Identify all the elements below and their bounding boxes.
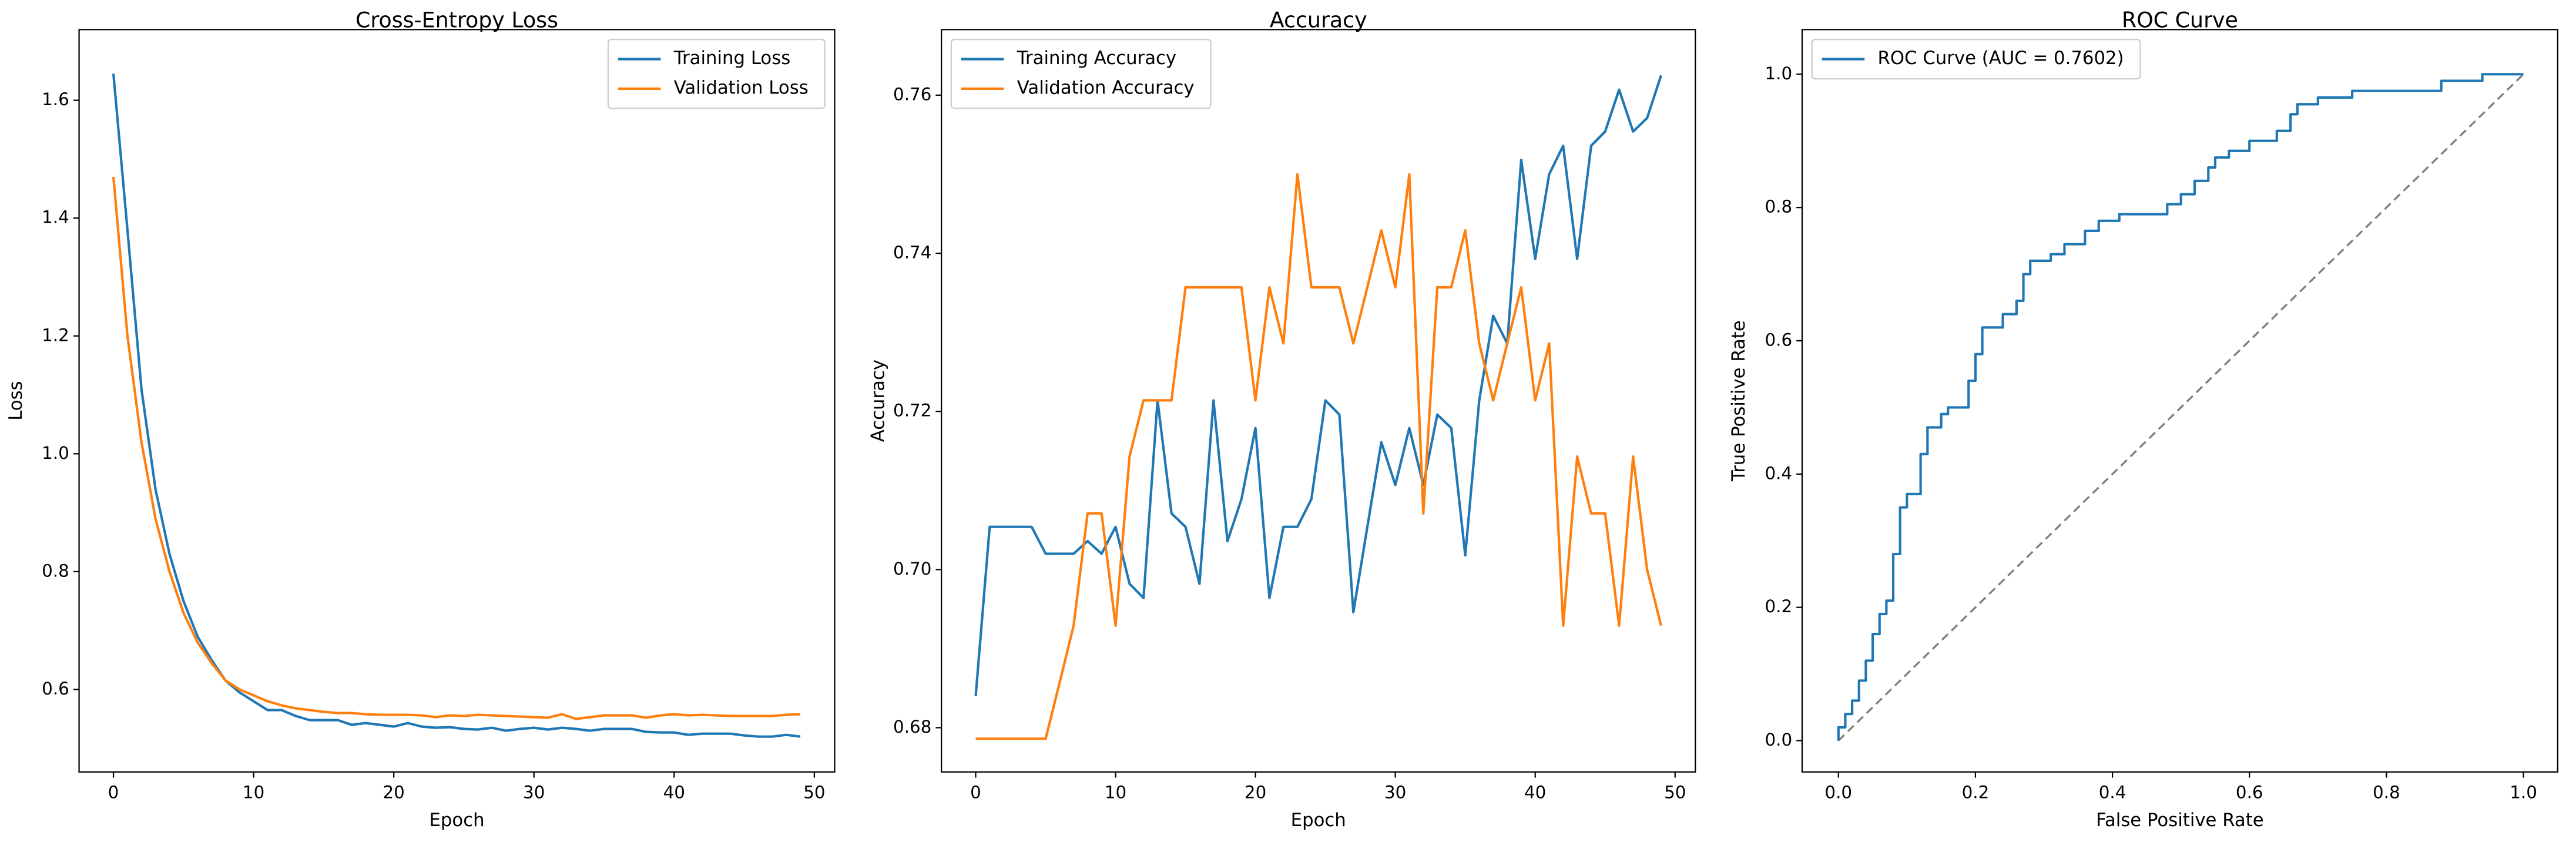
y-tick-label: 1.2 <box>42 325 69 345</box>
x-tick-label: 50 <box>803 783 825 803</box>
legend: ROC Curve (AUC = 0.7602) <box>1811 38 2141 80</box>
legend: Training Loss Validation Loss <box>607 38 826 109</box>
legend-label: Validation Loss <box>674 77 809 98</box>
y-tick-label: 0.6 <box>1765 330 1793 350</box>
x-tick-label: 0 <box>108 783 119 803</box>
axes-frame <box>1801 29 2558 773</box>
data-line <box>112 176 801 720</box>
y-tick-label: 0.68 <box>893 717 931 737</box>
x-tick-label: 20 <box>383 783 404 803</box>
chart-title: Accuracy <box>1270 7 1367 32</box>
x-tick-label: 40 <box>663 783 685 803</box>
x-tick-label: 20 <box>1245 783 1266 803</box>
legend-label: Training Loss <box>673 48 790 69</box>
data-line <box>974 75 1662 696</box>
x-axis-label: False Positive Rate <box>2096 810 2264 831</box>
data-line <box>112 73 801 738</box>
axes-frame <box>941 29 1696 773</box>
x-tick-label: 10 <box>243 783 264 803</box>
y-tick-label: 1.0 <box>1765 63 1793 83</box>
y-tick-label: 0.72 <box>893 401 931 421</box>
y-tick-label: 0.8 <box>42 561 69 581</box>
y-tick-label: 0.0 <box>1765 730 1793 750</box>
x-tick-label: 0 <box>970 783 981 803</box>
x-tick-label: 30 <box>523 783 545 803</box>
legend: Training Accuracy Validation Accuracy <box>950 38 1212 109</box>
legend-frame <box>950 38 1212 109</box>
legend-frame <box>1811 38 2141 80</box>
y-axis-label: Accuracy <box>867 360 888 442</box>
x-tick-label: 0.0 <box>1824 783 1852 803</box>
y-tick-label: 1.4 <box>42 207 69 227</box>
data-line <box>975 173 1662 740</box>
legend-label: Training Accuracy <box>1017 48 1176 69</box>
legend-label: ROC Curve (AUC = 0.7602) <box>1878 48 2124 69</box>
y-axis-label: Loss <box>5 381 26 420</box>
panel: 0.0 0.2 0.4 0.6 0.8 1.0 0.0 0.2 0.4 0.6 0.8 1.0 ROC … <box>1728 7 2558 831</box>
chart-title: ROC Curve <box>2122 7 2238 32</box>
data-line <box>1837 73 2524 741</box>
y-tick-label: 0.70 <box>893 559 931 579</box>
y-tick-label: 1.6 <box>42 89 69 109</box>
axes-frame <box>78 29 836 773</box>
y-tick-label: 0.76 <box>893 85 931 105</box>
x-tick-label: 1.0 <box>2510 783 2537 803</box>
y-tick-label: 0.8 <box>1765 197 1793 217</box>
y-tick-label: 1.0 <box>42 443 69 463</box>
reference-line <box>1837 73 2524 741</box>
y-axis-label: True Positive Rate <box>1728 320 1749 482</box>
x-tick-label: 50 <box>1664 783 1686 803</box>
chart-title: Cross-Entropy Loss <box>355 7 558 32</box>
legend-label: Validation Accuracy <box>1017 77 1195 98</box>
x-tick-label: 0.4 <box>2099 783 2126 803</box>
x-tick-label: 30 <box>1384 783 1406 803</box>
legend-frame <box>607 38 826 109</box>
y-tick-label: 0.4 <box>1765 463 1793 483</box>
panel: 0 10 20 30 40 50 0.68 0.70 0.72 0.74 0.76 Accuracy E… <box>867 7 1696 831</box>
x-tick-label: 40 <box>1524 783 1546 803</box>
y-tick-label: 0.2 <box>1765 596 1793 616</box>
x-tick-label: 0.8 <box>2373 783 2400 803</box>
x-tick-label: 0.2 <box>1962 783 1990 803</box>
y-tick-label: 0.74 <box>893 243 931 263</box>
x-axis-label: Epoch <box>1291 810 1346 831</box>
panel: 0 10 20 30 40 50 0.6 0.8 1.0 1.2 1.4 1.6 Cross-Entro… <box>5 7 836 831</box>
x-tick-label: 0.6 <box>2236 783 2263 803</box>
y-tick-label: 0.6 <box>42 679 69 699</box>
x-axis-label: Epoch <box>429 810 484 831</box>
x-tick-label: 10 <box>1105 783 1126 803</box>
